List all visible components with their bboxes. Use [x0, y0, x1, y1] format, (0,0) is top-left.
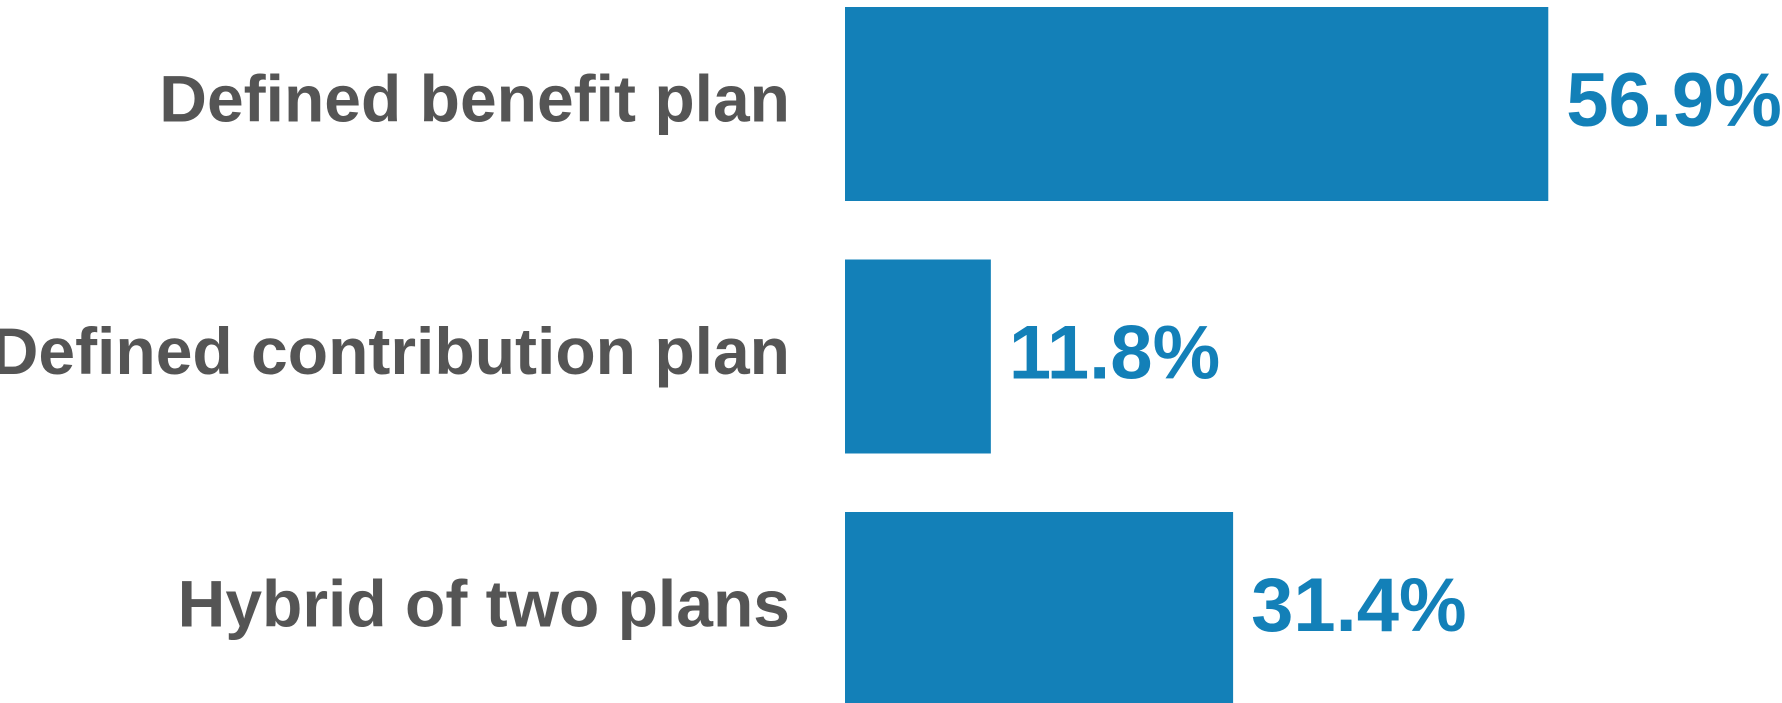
- category-label: Hybrid of two plans: [178, 566, 790, 640]
- category-label: Defined benefit plan: [159, 61, 790, 135]
- value-label: 56.9%: [1566, 58, 1782, 143]
- bar: [845, 259, 991, 454]
- bar: [845, 512, 1234, 703]
- bar: [845, 7, 1549, 201]
- value-label: 31.4%: [1251, 563, 1467, 648]
- category-label: Defined contribution plan: [0, 314, 790, 388]
- value-label: 11.8%: [1009, 311, 1220, 396]
